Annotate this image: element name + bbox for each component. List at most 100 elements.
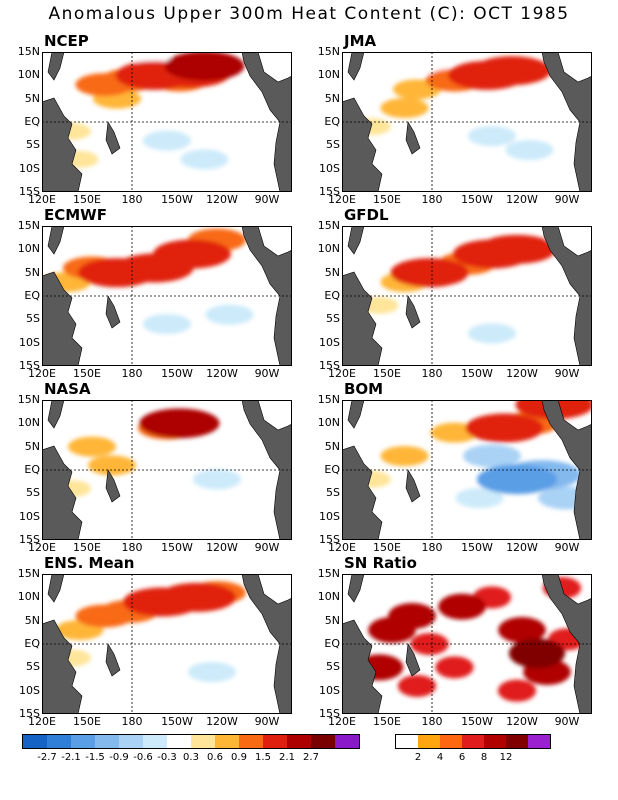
y-tick-label: 10S: [319, 161, 340, 175]
y-tick-label: 15N: [17, 393, 40, 406]
y-tick-label: 5S: [326, 660, 340, 674]
y-tick-label: 5N: [324, 91, 340, 105]
x-tick-label: 90W: [254, 367, 280, 380]
y-tick-label: 15S: [19, 533, 40, 546]
map-frame: [342, 400, 592, 540]
map-panel: [342, 226, 592, 366]
y-tick-label: 5S: [26, 660, 40, 674]
anomaly-region: [435, 656, 474, 679]
y-tick-label: 10N: [17, 416, 40, 430]
x-tick-label: 180: [121, 541, 143, 554]
land-mass: [342, 271, 383, 366]
x-tick-label: 120W: [206, 541, 238, 554]
colorbar-label: -0.3: [157, 752, 177, 763]
x-tick-label: 120E: [28, 367, 56, 380]
y-tick-label: 10S: [19, 161, 40, 175]
map-plot: [42, 52, 292, 192]
map-frame: [342, 574, 592, 714]
colorbar-swatch: [215, 735, 239, 748]
x-tick-label: 150W: [461, 193, 493, 206]
colorbar-swatch: [71, 735, 95, 748]
sn-ratio-colorbar: [395, 734, 551, 749]
x-tick-label: 150E: [73, 193, 101, 206]
y-tick-label: 5S: [26, 312, 40, 326]
colorbar-label: 4: [436, 752, 444, 763]
land-mass: [405, 295, 421, 329]
y-tick-label: 10S: [319, 509, 340, 523]
y-tick-label: EQ: [324, 115, 340, 128]
y-tick-label: 15S: [19, 707, 40, 720]
y-tick-label: 10S: [19, 509, 40, 523]
x-tick-label: 90W: [254, 541, 280, 554]
x-tick-label: 120E: [328, 541, 356, 554]
map-plot: [342, 400, 592, 540]
anomaly-region: [188, 662, 236, 682]
x-tick-label: 180: [421, 193, 443, 206]
anomaly-region: [68, 436, 116, 457]
anomaly-region: [123, 677, 161, 695]
y-tick-label: 5S: [26, 138, 40, 152]
y-tick-label: 5N: [24, 439, 40, 453]
colorbar-swatch: [440, 735, 462, 748]
land-mass: [342, 619, 383, 714]
anomaly-region: [438, 593, 486, 620]
x-tick-label: 90W: [554, 193, 580, 206]
panel-title: ENS. Mean: [44, 554, 135, 572]
colorbar-label: -2.1: [61, 752, 81, 763]
anomaly-region: [164, 52, 245, 81]
map-panel: [42, 574, 292, 714]
x-tick-label: 150W: [161, 367, 193, 380]
x-tick-label: 90W: [254, 715, 280, 728]
anomaly-region: [110, 503, 149, 521]
x-tick-label: 120E: [328, 193, 356, 206]
land-mass: [47, 574, 65, 603]
land-mass: [241, 400, 292, 540]
map-frame: [342, 52, 592, 192]
y-tick-label: 15N: [17, 45, 40, 58]
anomaly-region: [509, 638, 565, 669]
x-tick-label: 150W: [461, 715, 493, 728]
y-tick-label: EQ: [324, 637, 340, 650]
colorbar-label: -2.7: [37, 752, 57, 763]
anomaly-region: [463, 444, 521, 468]
colorbar-label: 0.3: [183, 752, 199, 763]
anomaly-region: [88, 455, 136, 476]
x-tick-label: 150W: [161, 541, 193, 554]
x-tick-label: 150W: [161, 193, 193, 206]
colorbar-label: -0.9: [109, 752, 129, 763]
panel-title: JMA: [344, 32, 377, 50]
colorbar-label: 0.9: [231, 752, 247, 763]
colorbar-swatch: [119, 735, 143, 748]
anomaly-region: [435, 150, 474, 168]
land-mass: [347, 226, 365, 255]
x-tick-label: 120W: [206, 367, 238, 380]
x-tick-label: 180: [121, 715, 143, 728]
map-panel: [42, 52, 292, 192]
x-tick-label: 150E: [373, 367, 401, 380]
anomaly-region: [468, 323, 516, 344]
y-tick-label: 5N: [324, 613, 340, 627]
colorbar-swatch: [528, 735, 550, 748]
y-tick-label: 15N: [317, 219, 340, 232]
panel-title: NCEP: [44, 32, 89, 50]
y-tick-label: 5N: [324, 439, 340, 453]
anomaly-region: [455, 488, 504, 508]
x-tick-label: 150E: [373, 193, 401, 206]
anomaly-region: [223, 433, 261, 451]
x-tick-label: 120W: [506, 541, 538, 554]
y-tick-label: 10N: [17, 242, 40, 256]
anomaly-region: [158, 582, 236, 612]
x-tick-label: 180: [421, 367, 443, 380]
anomaly-region: [123, 334, 161, 352]
land-mass: [105, 121, 121, 155]
map-plot: [42, 400, 292, 540]
colorbar-swatch: [143, 735, 167, 748]
land-mass: [405, 469, 421, 503]
y-tick-label: EQ: [324, 463, 340, 476]
y-tick-label: 10N: [317, 242, 340, 256]
y-tick-label: 10N: [317, 416, 340, 430]
land-mass: [47, 226, 65, 255]
anomaly-region: [397, 675, 437, 697]
y-tick-label: 10S: [19, 683, 40, 697]
y-tick-label: 5N: [24, 613, 40, 627]
